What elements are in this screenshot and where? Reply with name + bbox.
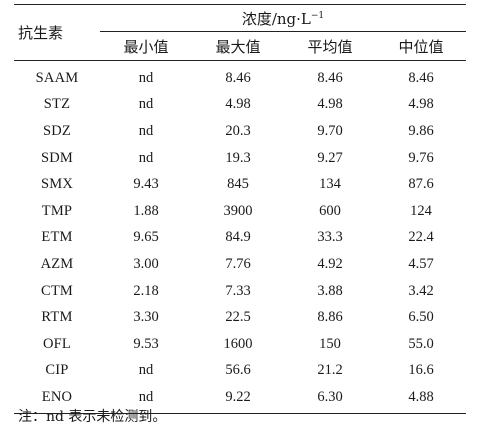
table-row: CTM 2.18 7.33 3.88 3.42 bbox=[14, 278, 466, 305]
cell-median: 124 bbox=[410, 202, 432, 219]
cell-min: 9.53 bbox=[133, 335, 159, 352]
antibiotic-name-cell: SDM bbox=[40, 149, 74, 166]
antibiotic-name-cell: RTM bbox=[41, 309, 73, 326]
column-header-median: 中位值 bbox=[376, 31, 467, 61]
cell-mean: 9.27 bbox=[317, 149, 343, 166]
cell-min: 2.18 bbox=[133, 282, 159, 299]
cell-max: 56.6 bbox=[225, 362, 251, 379]
column-header-max: 最大值 bbox=[192, 31, 284, 61]
cell-mean: 4.92 bbox=[317, 255, 343, 272]
antibiotic-name-cell: TMP bbox=[41, 202, 73, 219]
antibiotic-name-cell: OFL bbox=[43, 335, 71, 352]
cell-min: nd bbox=[138, 96, 154, 113]
column-header-mean: 平均值 bbox=[284, 31, 376, 61]
cell-median: 55.0 bbox=[408, 335, 434, 352]
table-row: OFL 9.53 1600 150 55.0 bbox=[14, 331, 466, 358]
concentration-unit-label: 浓度/ng·L−1 bbox=[242, 10, 324, 28]
table-header: 抗生素 浓度/ng·L−1 最小值 最大值 平均值 中位值 bbox=[14, 4, 467, 61]
table-row: SDZ nd 20.3 9.70 9.86 bbox=[14, 118, 466, 145]
cell-median: 87.6 bbox=[408, 176, 434, 193]
table-row: TMP 1.88 3900 600 124 bbox=[14, 198, 466, 225]
cell-mean: 8.86 bbox=[317, 309, 343, 326]
table-row: CIP nd 56.6 21.2 16.6 bbox=[14, 358, 466, 385]
cell-median: 6.50 bbox=[408, 309, 434, 326]
cell-min: nd bbox=[138, 149, 154, 166]
cell-mean: 6.30 bbox=[284, 384, 376, 414]
cell-min: 3.00 bbox=[133, 255, 159, 272]
cell-min: nd bbox=[138, 362, 154, 379]
antibiotic-name-cell: STZ bbox=[43, 96, 71, 113]
concentration-group-header: 浓度/ng·L−1 bbox=[100, 4, 467, 32]
antibiotic-concentration-table: 抗生素 浓度/ng·L−1 最小值 最大值 平均值 中位值 SAAM nd 8.46… bbox=[14, 4, 467, 414]
antibiotic-name-cell: SDZ bbox=[43, 122, 71, 139]
cell-max: 20.3 bbox=[225, 122, 251, 139]
antibiotic-column-header: 抗生素 bbox=[14, 4, 100, 61]
cell-max: 7.33 bbox=[225, 282, 251, 299]
table-body: SAAM nd 8.46 8.46 8.46 STZ nd 4.98 4.98 4.98 SDZ nd… bbox=[14, 61, 467, 414]
table-row: ETM 9.65 84.9 33.3 22.4 bbox=[14, 225, 466, 252]
cell-mean: 3.88 bbox=[317, 282, 343, 299]
cell-median: 3.42 bbox=[408, 282, 434, 299]
cell-max: 84.9 bbox=[225, 229, 251, 246]
cell-mean: 8.46 bbox=[317, 69, 343, 86]
header-row-stats: 最小值 最大值 平均值 中位值 bbox=[14, 31, 467, 61]
cell-min: nd bbox=[138, 122, 154, 139]
cell-min: 1.88 bbox=[133, 202, 159, 219]
table-row: RTM 3.30 22.5 8.86 6.50 bbox=[14, 304, 466, 331]
antibiotic-name-cell: AZM bbox=[40, 255, 74, 272]
cell-mean: 9.70 bbox=[317, 122, 343, 139]
cell-median: 22.4 bbox=[408, 229, 434, 246]
header-row-group: 抗生素 浓度/ng·L−1 bbox=[14, 4, 467, 61]
cell-max: 1600 bbox=[223, 335, 253, 352]
cell-median: 4.88 bbox=[376, 384, 467, 414]
cell-median: 9.86 bbox=[408, 122, 434, 139]
antibiotic-concentration-table-container: 抗生素 浓度/ng·L−1 最小值 最大值 平均值 中位值 SAAM nd 8.46… bbox=[14, 4, 467, 414]
cell-max: 4.98 bbox=[225, 96, 251, 113]
cell-max: 22.5 bbox=[225, 309, 251, 326]
cell-max: 8.46 bbox=[225, 69, 251, 86]
cell-max: 845 bbox=[227, 176, 249, 193]
table-row: STZ nd 4.98 4.98 4.98 bbox=[14, 92, 466, 119]
antibiotic-name-cell: SMX bbox=[40, 176, 74, 193]
cell-max: 19.3 bbox=[225, 149, 251, 166]
cell-median: 16.6 bbox=[408, 362, 434, 379]
antibiotic-name-cell: CIP bbox=[45, 362, 69, 379]
cell-max: 3900 bbox=[223, 202, 253, 219]
cell-min: 3.30 bbox=[133, 309, 159, 326]
cell-mean: 134 bbox=[319, 176, 341, 193]
cell-mean: 150 bbox=[319, 335, 341, 352]
column-header-min: 最小值 bbox=[100, 31, 192, 61]
cell-mean: 21.2 bbox=[317, 362, 343, 379]
cell-min: 9.43 bbox=[133, 176, 159, 193]
antibiotic-name-cell: ENO bbox=[14, 384, 100, 414]
antibiotic-name-cell: SAAM bbox=[35, 69, 79, 86]
concentration-unit-text: 浓度/ng·L bbox=[241, 9, 311, 28]
table-row: SAAM nd 8.46 8.46 8.46 bbox=[14, 61, 466, 92]
antibiotic-name-cell: CTM bbox=[40, 282, 74, 299]
table-row: ENO nd 9.22 6.30 4.88 bbox=[14, 384, 467, 414]
table-row: SMX 9.43 845 134 87.6 bbox=[14, 171, 466, 198]
cell-mean: 33.3 bbox=[317, 229, 343, 246]
cell-median: 4.98 bbox=[408, 96, 434, 113]
cell-mean: 600 bbox=[319, 202, 341, 219]
table-footnote: 注：nd 表示未检测到。 bbox=[18, 409, 167, 425]
table-row: AZM 3.00 7.76 4.92 4.57 bbox=[14, 251, 466, 278]
cell-min: nd bbox=[100, 384, 192, 414]
cell-min: 9.65 bbox=[133, 229, 159, 246]
cell-mean: 4.98 bbox=[317, 96, 343, 113]
cell-max: 7.76 bbox=[225, 255, 251, 272]
table-row: SDM nd 19.3 9.27 9.76 bbox=[14, 145, 466, 172]
cell-min: nd bbox=[138, 69, 154, 86]
cell-median: 9.76 bbox=[408, 149, 434, 166]
cell-median: 8.46 bbox=[408, 69, 434, 86]
cell-max: 9.22 bbox=[192, 384, 284, 414]
antibiotic-name-cell: ETM bbox=[41, 229, 73, 246]
concentration-unit-exponent: −1 bbox=[310, 10, 325, 21]
cell-median: 4.57 bbox=[408, 255, 434, 272]
